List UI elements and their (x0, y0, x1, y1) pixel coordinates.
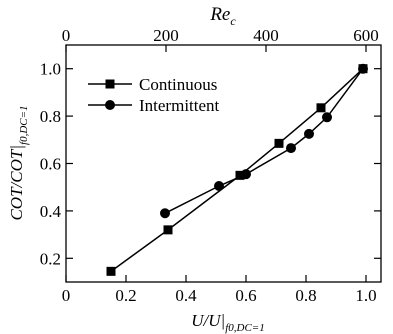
axis-ticks (65, 45, 381, 282)
data-point-intermittent (322, 112, 332, 123)
data-point-intermittent (241, 169, 251, 180)
series-layer (106, 63, 368, 276)
data-point-continuous (316, 103, 326, 113)
top-x-tick-label: 0 (62, 26, 71, 45)
top-x-tick-label: 600 (353, 26, 379, 45)
y-axis-title-main: COT/COT| (7, 145, 26, 221)
data-point-continuous (106, 266, 116, 276)
legend-marker-continuous (105, 79, 115, 89)
x-tick-label: 0.6 (235, 286, 256, 305)
axis-tick-labels: 0 0.2 0.4 0.6 0.8 1.00 200 400 6000.20.40.60.81.… (40, 26, 379, 305)
legend: Continuous Intermittent (88, 75, 220, 115)
data-point-continuous (235, 170, 245, 180)
data-point-intermittent (304, 128, 314, 139)
y-tick-label: 0.4 (40, 202, 62, 221)
data-point-intermittent (358, 63, 368, 74)
top-axis-title-main: Re (209, 4, 230, 25)
y-tick-label: 0.8 (40, 107, 61, 126)
x-tick-label: 0 (62, 286, 71, 305)
y-tick-label: 1.0 (40, 60, 61, 79)
y-axis-title-sub: f0,DC=1 (18, 105, 30, 145)
y-tick-label: 0.6 (40, 155, 61, 174)
data-point-intermittent (286, 143, 296, 154)
data-point-continuous (163, 225, 173, 235)
top-axis-title-sub: c (230, 14, 236, 28)
legend-label-continuous: Continuous (139, 75, 217, 94)
x-axis-title-sub: f0,DC=1 (225, 322, 265, 334)
top-axis-title: Rec (209, 4, 236, 28)
x-axis-title-main: U/U| (191, 311, 225, 330)
x-tick-label: 1.0 (355, 286, 376, 305)
x-axis-title: U/U|f0,DC=1 (191, 311, 264, 334)
legend-label-intermittent: Intermittent (139, 96, 220, 115)
data-point-intermittent (214, 181, 224, 192)
x-tick-label: 0.4 (175, 286, 197, 305)
legend-marker-intermittent (105, 100, 115, 110)
data-point-continuous (274, 138, 284, 148)
top-x-tick-label: 200 (153, 26, 179, 45)
series-line-continuous (110, 68, 364, 272)
top-x-tick-label: 400 (253, 26, 279, 45)
data-point-intermittent (160, 208, 170, 219)
y-tick-label: 0.2 (40, 249, 61, 268)
x-tick-label: 0.8 (295, 286, 316, 305)
x-tick-label: 0.2 (115, 286, 136, 305)
y-axis-title: COT/COT|f0,DC=1 (7, 105, 30, 220)
